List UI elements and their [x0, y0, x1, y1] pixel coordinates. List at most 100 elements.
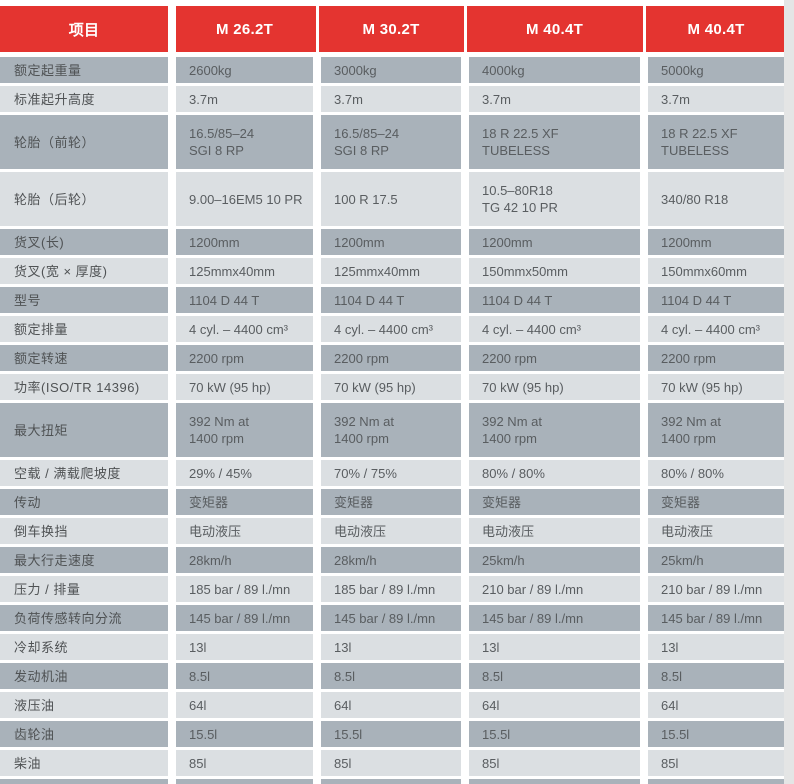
spec-value: 64l — [321, 692, 461, 718]
table-row: 功率(ISO/TR 14396) 70 kW (95 hp) 70 kW (95… — [0, 374, 784, 400]
spec-value: 3.7m — [176, 86, 313, 112]
spec-value: 10.5–80R18 TG 42 10 PR — [469, 172, 640, 226]
row-label: 货叉(宽 × 厚度) — [0, 258, 168, 284]
spec-value: 8.5l — [321, 663, 461, 689]
table-row: 传动 变矩器 变矩器 变矩器 变矩器 — [0, 489, 784, 515]
spec-value: 13l — [176, 634, 313, 660]
spec-value: 64l — [469, 692, 640, 718]
spec-value: 85l — [648, 750, 784, 776]
table-row: 型号 1104 D 44 T 1104 D 44 T 1104 D 44 T 1… — [0, 287, 784, 313]
row-label — [0, 779, 168, 784]
row-label: 轮胎（后轮） — [0, 172, 168, 226]
spec-value: 3.7m — [469, 86, 640, 112]
spec-value: 电动液压 — [321, 518, 461, 544]
table-row: 冷却系统 13l 13l 13l 13l — [0, 634, 784, 660]
spec-value: 64l — [176, 692, 313, 718]
spec-table: 项目 M 26.2T M 30.2T M 40.4T M 40.4T 额定起重量… — [0, 6, 784, 784]
row-label: 传动 — [0, 489, 168, 515]
spec-value: 8.5l — [648, 663, 784, 689]
table-row: 最大扭矩 392 Nm at 1400 rpm 392 Nm at 1400 r… — [0, 403, 784, 457]
spec-value — [648, 779, 784, 784]
spec-value: 2200 rpm — [469, 345, 640, 371]
spec-value: 80% / 80% — [648, 460, 784, 486]
table-row: 负荷传感转向分流 145 bar / 89 l./mn 145 bar / 89… — [0, 605, 784, 631]
spec-value: 1200mm — [176, 229, 313, 255]
row-label: 齿轮油 — [0, 721, 168, 747]
spec-value: 16.5/85–24 SGI 8 RP — [176, 115, 313, 169]
table-row: 柴油 85l 85l 85l 85l — [0, 750, 784, 776]
spec-value: 电动液压 — [648, 518, 784, 544]
spec-value: 392 Nm at 1400 rpm — [176, 403, 313, 457]
spec-value: 9.00–16EM5 10 PR — [176, 172, 313, 226]
spec-value: 145 bar / 89 l./mn — [648, 605, 784, 631]
table-row: 倒车换挡 电动液压 电动液压 电动液压 电动液压 — [0, 518, 784, 544]
spec-value: 185 bar / 89 l./mn — [176, 576, 313, 602]
spec-value: 1200mm — [321, 229, 461, 255]
spec-value: 125mmx40mm — [176, 258, 313, 284]
spec-value: 70 kW (95 hp) — [469, 374, 640, 400]
spec-value: 15.5l — [176, 721, 313, 747]
spec-value: 125mmx40mm — [321, 258, 461, 284]
row-label: 最大行走速度 — [0, 547, 168, 573]
spec-value: 392 Nm at 1400 rpm — [469, 403, 640, 457]
row-label: 柴油 — [0, 750, 168, 776]
table-row: 发动机油 8.5l 8.5l 8.5l 8.5l — [0, 663, 784, 689]
table-row: 齿轮油 15.5l 15.5l 15.5l 15.5l — [0, 721, 784, 747]
spec-value: 2600kg — [176, 57, 313, 83]
spec-value: 3000kg — [321, 57, 461, 83]
spec-value: 5000kg — [648, 57, 784, 83]
spec-value: 85l — [176, 750, 313, 776]
spec-value: 变矩器 — [176, 489, 313, 515]
spec-value: 80% / 80% — [469, 460, 640, 486]
table-header-row: 项目 M 26.2T M 30.2T M 40.4T M 40.4T — [0, 6, 784, 52]
spec-value: 145 bar / 89 l./mn — [321, 605, 461, 631]
spec-value: 28km/h — [176, 547, 313, 573]
spec-value: 392 Nm at 1400 rpm — [321, 403, 461, 457]
spec-value: 70 kW (95 hp) — [321, 374, 461, 400]
spec-value: 210 bar / 89 l./mn — [469, 576, 640, 602]
row-label: 空载 / 满载爬坡度 — [0, 460, 168, 486]
row-label: 冷却系统 — [0, 634, 168, 660]
spec-value: 2200 rpm — [176, 345, 313, 371]
spec-value: 150mmx50mm — [469, 258, 640, 284]
spec-value: 210 bar / 89 l./mn — [648, 576, 784, 602]
spec-value: 100 R 17.5 — [321, 172, 461, 226]
table-row: 额定转速 2200 rpm 2200 rpm 2200 rpm 2200 rpm — [0, 345, 784, 371]
spec-value: 15.5l — [321, 721, 461, 747]
table-row: 标准起升高度 3.7m 3.7m 3.7m 3.7m — [0, 86, 784, 112]
spec-value — [469, 779, 640, 784]
spec-value: 2200 rpm — [648, 345, 784, 371]
spec-value: 1104 D 44 T — [321, 287, 461, 313]
spec-value: 4 cyl. – 4400 cm³ — [648, 316, 784, 342]
row-label: 液压油 — [0, 692, 168, 718]
spec-value: 15.5l — [648, 721, 784, 747]
row-label: 压力 / 排量 — [0, 576, 168, 602]
table-row: 额定起重量 2600kg 3000kg 4000kg 5000kg — [0, 57, 784, 83]
spec-value: 18 R 22.5 XF TUBELESS — [648, 115, 784, 169]
header-item-column: 项目 — [0, 6, 168, 52]
spec-value: 25km/h — [648, 547, 784, 573]
spec-value: 1104 D 44 T — [648, 287, 784, 313]
spec-value: 70% / 75% — [321, 460, 461, 486]
spec-value: 4 cyl. – 4400 cm³ — [176, 316, 313, 342]
spec-value: 13l — [469, 634, 640, 660]
spec-value: 4 cyl. – 4400 cm³ — [469, 316, 640, 342]
spec-value: 变矩器 — [321, 489, 461, 515]
table-row: 空载 / 满载爬坡度 29% / 45% 70% / 75% 80% / 80%… — [0, 460, 784, 486]
spec-value: 8.5l — [469, 663, 640, 689]
header-model-m40-4t-a: M 40.4T — [463, 6, 640, 52]
table-row: 货叉(长) 1200mm 1200mm 1200mm 1200mm — [0, 229, 784, 255]
spec-value: 变矩器 — [648, 489, 784, 515]
spec-value: 电动液压 — [469, 518, 640, 544]
header-model-m30-2t: M 30.2T — [315, 6, 461, 52]
spec-value: 4 cyl. – 4400 cm³ — [321, 316, 461, 342]
spec-value — [176, 779, 313, 784]
spec-value: 1104 D 44 T — [176, 287, 313, 313]
spec-value: 3.7m — [321, 86, 461, 112]
spec-value: 18 R 22.5 XF TUBELESS — [469, 115, 640, 169]
table-row: 轮胎（后轮） 9.00–16EM5 10 PR 100 R 17.5 10.5–… — [0, 172, 784, 226]
table-row-clipped — [0, 779, 784, 784]
row-label: 额定转速 — [0, 345, 168, 371]
row-label: 额定排量 — [0, 316, 168, 342]
